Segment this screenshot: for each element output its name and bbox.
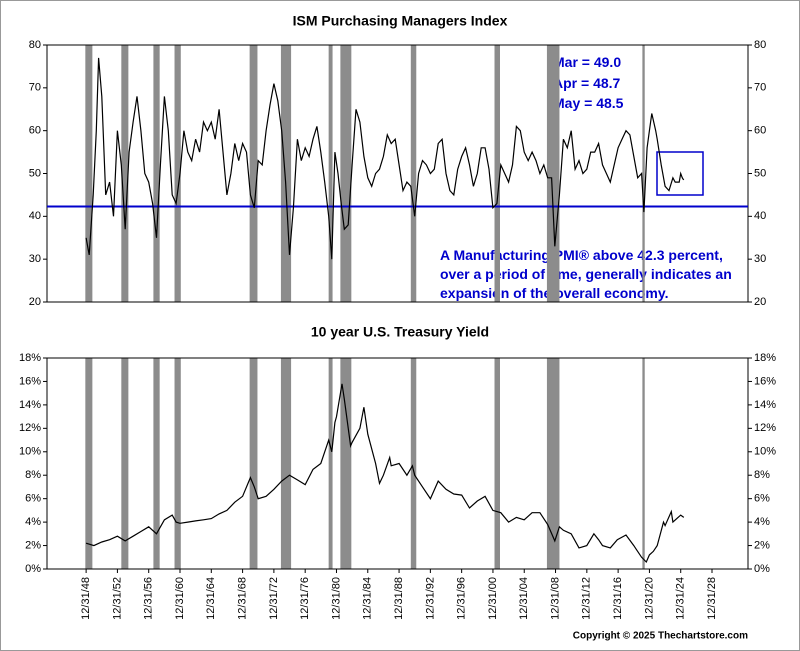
x-tick-label: 12/31/76 [299, 577, 311, 620]
y-tick-label-right: 10% [754, 446, 776, 458]
y-tick-label: 70 [29, 82, 41, 94]
y-tick-label-right: 8% [754, 469, 770, 481]
y-tick-label: 20 [29, 296, 41, 308]
copyright: Copyright © 2025 Thechartstore.com [573, 631, 748, 642]
recession-band [340, 358, 352, 569]
recession-band [546, 358, 560, 569]
y-tick-label-right: 12% [754, 422, 776, 434]
y-tick-label-right: 14% [754, 399, 776, 411]
x-tick-label: 12/31/88 [393, 577, 405, 620]
y-tick-label: 4% [25, 516, 41, 528]
y-tick-label-right: 16% [754, 375, 776, 387]
recession-band [328, 45, 333, 302]
plot-frame [46, 357, 749, 570]
x-tick-label: 12/31/56 [143, 577, 155, 620]
recession-band [328, 358, 333, 569]
y-tick-label: 40 [29, 210, 41, 222]
chart-title: ISM Purchasing Managers Index [293, 13, 508, 29]
y-tick-label-right: 18% [754, 352, 776, 364]
y-tick-label: 6% [25, 493, 41, 505]
x-tick-label: 12/31/04 [518, 577, 530, 620]
x-tick-label: 12/31/08 [549, 577, 561, 620]
y-tick-label: 14% [19, 399, 41, 411]
y-tick-label-right: 80 [754, 39, 766, 51]
chart-title: 10 year U.S. Treasury Yield [311, 324, 489, 340]
x-tick-label: 12/31/68 [236, 577, 248, 620]
x-tick-label: 12/31/52 [111, 577, 123, 620]
y-tick-label-right: 4% [754, 516, 770, 528]
y-tick-label-right: 50 [754, 167, 766, 179]
recession-band [85, 45, 93, 302]
recession-band [546, 45, 560, 302]
y-tick-label: 30 [29, 253, 41, 265]
highlight-box [656, 151, 704, 196]
recession-band [153, 45, 160, 302]
y-tick-label: 10% [19, 446, 41, 458]
y-tick-label-right: 20 [754, 296, 766, 308]
x-tick-label: 12/31/80 [330, 577, 342, 620]
y-tick-label: 0% [25, 563, 41, 575]
x-tick-label: 12/31/96 [456, 577, 468, 620]
annotation: Apr = 48.7 [553, 75, 621, 91]
y-tick-label-right: 40 [754, 210, 766, 222]
recession-band [249, 358, 258, 569]
data-line [85, 383, 685, 564]
x-tick-label: 12/31/92 [424, 577, 436, 620]
y-tick-label-right: 70 [754, 82, 766, 94]
x-tick-label: 12/31/28 [706, 577, 718, 620]
recession-band [280, 358, 292, 569]
y-tick-label-right: 60 [754, 125, 766, 137]
x-tick-label: 12/31/72 [268, 577, 280, 620]
recession-band [249, 45, 258, 302]
recession-band [121, 358, 129, 569]
y-tick-label: 2% [25, 539, 41, 551]
recession-band [121, 45, 129, 302]
recession-band [642, 358, 645, 569]
recession-band [153, 358, 160, 569]
y-tick-label-right: 2% [754, 539, 770, 551]
recession-band [642, 45, 645, 302]
recession-band [410, 358, 417, 569]
annotation: Mar = 49.0 [553, 54, 621, 70]
annotation: May = 48.5 [553, 95, 624, 111]
y-tick-label: 80 [29, 39, 41, 51]
recession-band [85, 358, 93, 569]
y-tick-label: 18% [19, 352, 41, 364]
recession-band [494, 45, 500, 302]
x-tick-label: 12/31/00 [487, 577, 499, 620]
x-tick-label: 12/31/64 [205, 577, 217, 620]
y-tick-label: 50 [29, 167, 41, 179]
recession-band [340, 45, 352, 302]
x-tick-label: 12/31/20 [643, 577, 655, 620]
annotation: over a period of time, generally indicat… [440, 266, 732, 282]
x-tick-label: 12/31/48 [80, 577, 92, 620]
y-tick-label: 8% [25, 469, 41, 481]
x-tick-label: 12/31/16 [612, 577, 624, 620]
data-line [85, 57, 685, 260]
x-tick-label: 12/31/12 [581, 577, 593, 620]
y-tick-label: 12% [19, 422, 41, 434]
recession-band [494, 358, 500, 569]
y-tick-label-right: 30 [754, 253, 766, 265]
y-tick-label: 16% [19, 375, 41, 387]
x-tick-label: 12/31/84 [362, 577, 374, 620]
y-tick-label: 60 [29, 125, 41, 137]
recession-band [174, 358, 181, 569]
annotation: A Manufacturing PMI® above 42.3 percent, [440, 247, 723, 263]
y-tick-label-right: 0% [754, 563, 770, 575]
x-tick-label: 12/31/60 [174, 577, 186, 620]
recession-band [280, 45, 292, 302]
x-tick-label: 12/31/24 [675, 577, 687, 620]
recession-band [174, 45, 181, 302]
recession-band [410, 45, 417, 302]
y-tick-label-right: 6% [754, 493, 770, 505]
